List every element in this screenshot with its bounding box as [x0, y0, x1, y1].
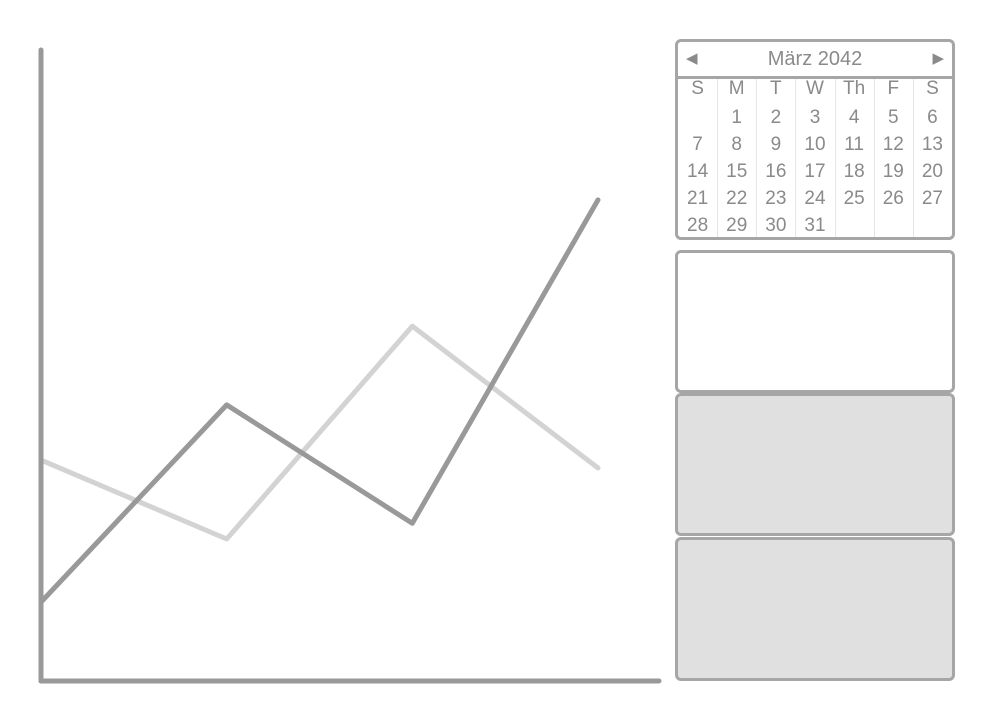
calendar-empty-cell [678, 106, 717, 133]
calendar-day[interactable]: 2 [770, 107, 782, 128]
calendar-day[interactable]: 25 [843, 188, 865, 209]
calendar-day[interactable]: 12 [882, 134, 904, 155]
weekday-header: Th [843, 78, 866, 99]
calendar-day[interactable]: 3 [809, 107, 821, 128]
calendar-day[interactable]: 21 [687, 188, 709, 209]
calendar-day[interactable]: 18 [843, 161, 865, 182]
weekday-header: W [806, 78, 824, 99]
previous-month-icon[interactable]: ◀ [686, 50, 698, 67]
next-month-icon[interactable]: ▶ [932, 50, 944, 67]
weekday-header: T [770, 78, 782, 99]
gray-panel-upper [675, 393, 955, 536]
calendar-widget: ◀ März 2042 ▶ S M T W Th F S 1 2 3 4 5 6 7 8 9 10 11 12 13 1… [675, 39, 955, 240]
calendar-day[interactable]: 13 [921, 134, 943, 155]
calendar-column-divider [717, 79, 719, 237]
calendar-day[interactable]: 29 [726, 215, 748, 236]
calendar-column-divider [795, 79, 797, 237]
calendar-day[interactable]: 26 [882, 188, 904, 209]
calendar-day[interactable]: 23 [765, 188, 787, 209]
calendar-day[interactable]: 16 [765, 161, 787, 182]
calendar-day[interactable]: 20 [921, 161, 943, 182]
calendar-empty-cell [835, 214, 874, 237]
calendar-day[interactable]: 31 [804, 215, 826, 236]
calendar-empty-cell [874, 214, 913, 237]
calendar-day[interactable]: 17 [804, 161, 826, 182]
weekday-header: M [728, 78, 745, 99]
series-line-dark [38, 197, 601, 605]
calendar-day[interactable]: 9 [770, 134, 782, 155]
calendar-day[interactable]: 22 [726, 188, 748, 209]
calendar-header: ◀ März 2042 ▶ [678, 42, 952, 79]
calendar-grid: S M T W Th F S 1 2 3 4 5 6 7 8 9 10 11 12 13 14 15 16 17 18 19 20 2… [678, 78, 952, 237]
calendar-month-title: März 2042 [767, 48, 863, 70]
calendar-column-divider [834, 79, 836, 237]
calendar-day[interactable]: 7 [692, 134, 703, 155]
calendar-day[interactable]: 11 [844, 134, 864, 155]
line-chart [38, 47, 662, 684]
calendar-day[interactable]: 8 [731, 134, 742, 155]
calendar-day[interactable]: 28 [687, 215, 709, 236]
gray-panel-lower [675, 537, 955, 681]
calendar-day[interactable]: 5 [887, 107, 899, 128]
calendar-day[interactable]: 30 [765, 215, 787, 236]
series-line-light [38, 323, 601, 542]
calendar-day[interactable]: 15 [726, 161, 748, 182]
calendar-day[interactable]: 24 [804, 188, 826, 209]
calendar-day[interactable]: 19 [882, 161, 904, 182]
weekday-header: F [887, 78, 900, 99]
weekday-header: S [926, 78, 939, 99]
calendar-day[interactable]: 27 [921, 188, 943, 209]
calendar-column-divider [756, 79, 758, 237]
calendar-day[interactable]: 4 [848, 107, 860, 128]
calendar-column-divider [873, 79, 875, 237]
calendar-day[interactable]: 10 [804, 134, 826, 155]
calendar-empty-cell [913, 214, 952, 237]
calendar-day[interactable]: 6 [927, 107, 938, 128]
empty-panel-white [675, 250, 955, 393]
calendar-column-divider [912, 79, 914, 237]
calendar-day[interactable]: 14 [687, 161, 709, 182]
chart-series [38, 197, 601, 605]
calendar-day[interactable]: 1 [731, 107, 742, 128]
weekday-header: S [691, 78, 704, 99]
